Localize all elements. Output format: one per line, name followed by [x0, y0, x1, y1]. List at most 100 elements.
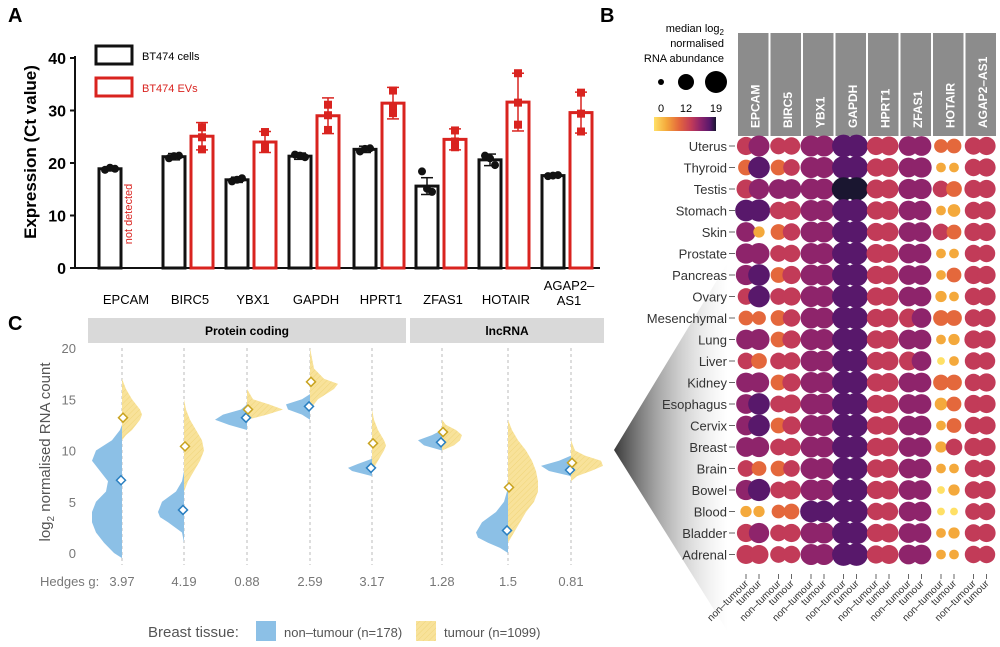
dot-tumour [911, 157, 932, 178]
dot-tumour [813, 371, 835, 394]
dot-tumour [753, 226, 765, 238]
dot-non-tumour [936, 463, 946, 474]
panel-a-y-tick-label: 20 [48, 156, 66, 173]
dot-non-tumour [964, 459, 983, 478]
dot-tumour [813, 436, 835, 458]
median-marker-tumour [117, 412, 129, 424]
median-marker-non-tumour [177, 504, 189, 516]
panel-a-x-label: GAPDH [293, 292, 339, 307]
dot-non-tumour [736, 545, 756, 564]
hedges-g-label: Hedges g: [40, 574, 99, 589]
dot-tumour [977, 287, 996, 306]
dot-non-tumour [771, 504, 786, 519]
dot-tumour [782, 330, 801, 349]
violin-tumour [184, 399, 204, 492]
dot-tumour [950, 507, 958, 516]
dot-tumour [949, 291, 959, 302]
hedges-g-value: 3.97 [109, 574, 134, 589]
dot-non-tumour [964, 137, 983, 155]
row-label: Prostate [679, 247, 727, 262]
dot-non-tumour [933, 374, 949, 391]
panel-c-y-tick-label: 5 [69, 495, 76, 510]
panel-b-label: B [600, 5, 614, 27]
dot-tumour [911, 200, 932, 221]
dot-tumour [879, 502, 899, 521]
dot-tumour [748, 156, 770, 179]
column-header-bg [965, 33, 996, 136]
row-label: Skin [702, 225, 727, 240]
violin-non-tumour [348, 458, 372, 477]
legend-swatch-cells [94, 44, 134, 66]
dot-tumour [977, 523, 996, 543]
bar-evs [189, 134, 215, 270]
dot-tumour [751, 353, 767, 369]
dot-non-tumour [964, 394, 983, 414]
dot-non-tumour [866, 523, 886, 543]
dot-tumour [911, 136, 932, 156]
median-marker-non-tumour [435, 436, 447, 448]
group-header-lncrna [410, 318, 604, 343]
bar-evs [315, 114, 341, 270]
dot-non-tumour [866, 330, 886, 349]
violin-tumour [247, 389, 283, 420]
dot-tumour [845, 414, 868, 437]
dot-tumour [782, 352, 801, 370]
dot-non-tumour [770, 137, 787, 155]
panel-b-row-labels: Uterus Thyroid Testis Stomach Skin Prostate Pa… [647, 139, 735, 563]
dot-tumour [977, 265, 996, 285]
dot-tumour [748, 264, 770, 286]
dot-tumour [845, 242, 868, 265]
column-header-label: YBX1 [813, 96, 827, 128]
dot-tumour [949, 549, 959, 560]
dot-tumour [879, 222, 899, 242]
panel-c-y-tick-label: 20 [62, 341, 76, 356]
median-marker-tumour [503, 481, 515, 493]
column-header-label: HOTAIR [943, 83, 957, 128]
violin-non-tumour [476, 481, 508, 553]
dot-non-tumour [770, 460, 787, 477]
column-header-label: EPCAM [748, 85, 762, 128]
dot-tumour [753, 505, 765, 518]
dot-non-tumour [964, 265, 983, 285]
panel-c-y-tick-label: 0 [69, 546, 76, 561]
panel-a-legend: BT474 cells BT474 EVs [94, 44, 200, 98]
median-marker-non-tumour [501, 524, 513, 537]
dot-tumour [813, 522, 835, 544]
dot-tumour [748, 522, 770, 544]
dot-tumour [977, 459, 996, 478]
dot-tumour [879, 416, 899, 435]
row-label: Cervix [690, 419, 727, 434]
dot-tumour [845, 543, 868, 566]
dot-tumour [977, 480, 996, 500]
median-marker-non-tumour [240, 412, 252, 424]
dot-non-tumour [936, 205, 946, 216]
legend-label-evs: BT474 EVs [142, 83, 198, 95]
panel-c-legend: Breast tissue: non–tumour (n=178) tumour… [148, 621, 540, 641]
dot-tumour [977, 136, 996, 156]
dot-tumour [977, 352, 996, 370]
dot-tumour [977, 437, 996, 457]
dot-non-tumour [866, 437, 886, 457]
dot-tumour [813, 543, 835, 566]
dot-tumour [945, 438, 963, 456]
bar-cells [477, 158, 503, 270]
dot-tumour [813, 264, 835, 286]
dot-tumour [911, 308, 932, 328]
dot-tumour [879, 523, 899, 543]
dot-tumour [977, 373, 996, 392]
dot-non-tumour [964, 481, 983, 499]
point-evs [389, 109, 397, 118]
panel-a-y-tick-label: 40 [48, 51, 66, 68]
legend-title-breast-tissue: Breast tissue: [148, 624, 239, 641]
point-evs [389, 86, 397, 95]
dot-non-tumour [770, 267, 787, 283]
dot-non-tumour [866, 201, 886, 220]
point-evs [451, 126, 459, 135]
row-label: Stomach [676, 204, 727, 219]
dot-tumour [747, 199, 771, 222]
dot-tumour [879, 351, 899, 371]
color-scale-bar [654, 117, 716, 131]
dot-tumour [813, 393, 835, 415]
dot-tumour [845, 263, 868, 287]
dot-non-tumour [937, 507, 945, 516]
